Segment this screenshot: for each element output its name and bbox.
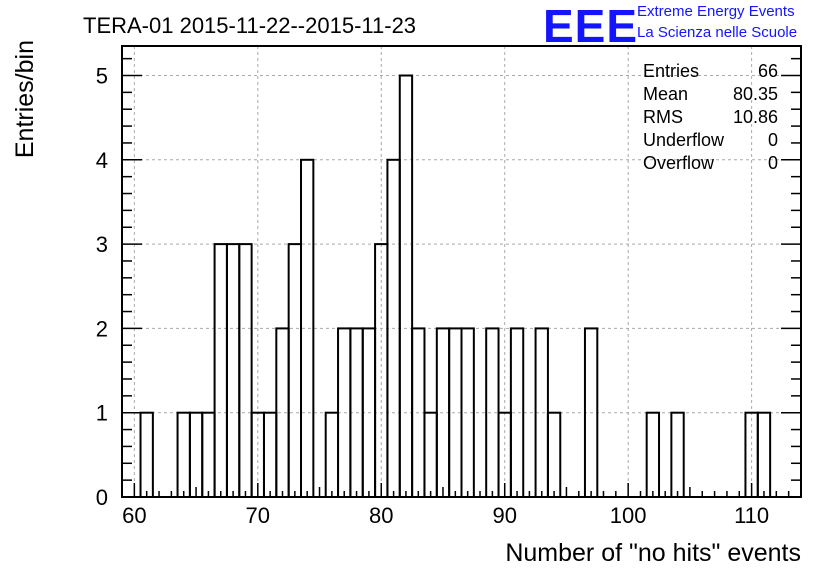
- histogram-bar: [324, 411, 340, 498]
- x-tick-label: 70: [246, 503, 270, 528]
- axis-ticks: 60 70 80 90 100 110 0 1 2 3 4 5: [96, 57, 802, 528]
- stats-value: 0: [768, 130, 778, 150]
- stats-value: 80.35: [733, 84, 778, 104]
- x-tick-label: 100: [610, 503, 647, 528]
- y-axis-title: Entries/bin: [11, 40, 39, 158]
- y-tick-label: 4: [96, 148, 108, 173]
- stats-label: Overflow: [643, 153, 715, 173]
- axes: [121, 45, 802, 498]
- stats-label: Mean: [643, 84, 688, 104]
- y-tick-label: 5: [96, 64, 108, 89]
- stats-label: Underflow: [643, 130, 725, 150]
- histogram-bar: [423, 411, 438, 498]
- histogram-bar: [213, 243, 228, 498]
- eee-logo-letters: EEE: [543, 0, 639, 52]
- y-tick-label: 1: [96, 401, 108, 426]
- chart-title: TERA-01 2015-11-22--2015-11-23: [83, 13, 416, 38]
- histogram-bar: [645, 411, 661, 498]
- histogram-bar: [756, 411, 772, 498]
- histogram-bar: [287, 243, 303, 498]
- y-tick-label: 0: [96, 485, 108, 510]
- histogram-bar: [546, 411, 562, 498]
- stats-value: 10.86: [733, 107, 778, 127]
- histogram-bar: [398, 74, 414, 498]
- x-tick-label: 80: [369, 503, 393, 528]
- stats-label: Entries: [643, 61, 699, 81]
- y-tick-label: 3: [96, 232, 108, 257]
- y-tick-label: 2: [96, 316, 108, 341]
- plot-frame: [121, 45, 802, 498]
- stats-value: 66: [758, 61, 778, 81]
- grid-lines: [122, 46, 801, 497]
- histogram-bar: [188, 411, 204, 498]
- logo-line-1: Extreme Energy Events: [637, 3, 795, 20]
- histogram-bar: [139, 411, 154, 498]
- histogram-bar: [225, 243, 241, 498]
- histogram-bar: [670, 411, 685, 498]
- logo-line-2: La Scienza nelle Scuole: [637, 24, 798, 41]
- stats-value: 0: [768, 153, 778, 173]
- histogram-bar: [238, 243, 253, 498]
- stats-box: Entries 66 Mean 80.35 RMS 10.86 Underflow 0 Over…: [643, 61, 778, 173]
- histogram-bar: [176, 411, 191, 498]
- eee-logo: EEE: [543, 0, 639, 52]
- histogram-bar: [201, 411, 216, 498]
- stats-label: RMS: [643, 107, 683, 127]
- x-axis-title: Number of "no hits" events: [505, 539, 801, 567]
- x-tick-label: 110: [734, 503, 769, 528]
- x-tick-label: 60: [122, 503, 146, 528]
- x-tick-label: 90: [492, 503, 516, 528]
- histogram-bar: [262, 411, 278, 498]
